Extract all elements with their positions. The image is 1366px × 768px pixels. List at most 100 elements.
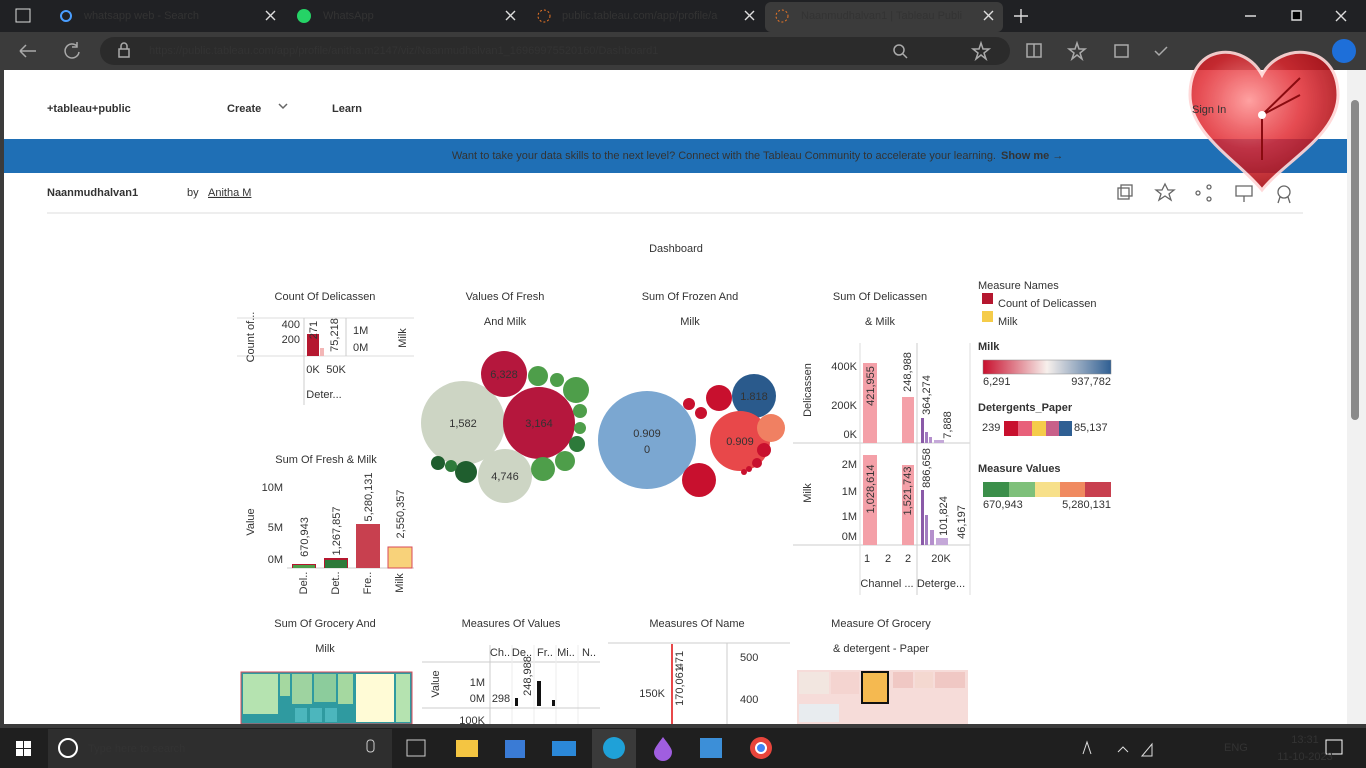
sheet-measures-of-values <box>422 645 600 724</box>
nav-link[interactable]: Learn <box>332 103 362 115</box>
chart-label: 50K <box>326 364 346 376</box>
language: ENG <box>1224 742 1248 754</box>
chart-label: 0 <box>644 444 650 456</box>
chart-label: 0M <box>268 554 283 566</box>
chart-label: Milk <box>394 573 406 593</box>
chart-label: 170,061 <box>674 666 686 706</box>
legend-swatch <box>982 293 993 304</box>
taskbar-search[interactable] <box>48 729 392 768</box>
address-bar[interactable] <box>100 37 1010 65</box>
chart-label: 500 <box>740 652 758 664</box>
chart-label: 10M <box>262 482 283 494</box>
chart-label: 421,955 <box>865 366 877 406</box>
sheet-title: Count Of Delicassen <box>275 291 376 303</box>
chart-label: Deterge... <box>917 578 965 590</box>
tab-title[interactable]: Naanmudhalvan1 | Tableau Publi <box>801 10 962 22</box>
chart-label: 1M <box>842 486 857 498</box>
chart-label: 400 <box>282 319 300 331</box>
chart-label: 1,521,743 <box>902 467 914 516</box>
scrollbar-thumb[interactable] <box>1351 100 1359 420</box>
chart-label: 3,164 <box>525 418 553 430</box>
chart-label: 1M <box>842 511 857 523</box>
viz-name: Naanmudhalvan1 <box>47 187 138 199</box>
chart-label: 5,280,131 <box>363 473 375 522</box>
sheet-title: Measures Of Values <box>462 618 561 630</box>
chart-label: Milk <box>397 328 409 348</box>
chart-label: Delicassen <box>802 363 814 417</box>
sheet-measure-of-grocery-and-detergent-paper <box>797 670 968 724</box>
sheet-sum-of-grocery-and-milk <box>240 671 413 725</box>
web-page <box>4 70 1347 724</box>
chevron <box>278 103 288 110</box>
chart-label: 471 <box>674 651 686 669</box>
sheet-title: & detergent - Paper <box>833 643 929 655</box>
chart-label: 400 <box>740 694 758 706</box>
chart-label: 46,197 <box>956 505 968 539</box>
chart-label: Value <box>430 670 442 697</box>
viz-toolbar[interactable] <box>1117 182 1291 204</box>
taskbar-search-text[interactable]: Type here to search <box>88 743 185 755</box>
tab-close-icons[interactable] <box>265 9 1347 23</box>
chart-label: 2 <box>885 553 891 565</box>
sheet-title: Sum Of Delicassen <box>833 291 927 303</box>
legend-range: 239 <box>982 422 1000 434</box>
chart-label: 670,943 <box>299 517 311 557</box>
legend-range: 5,280,131 <box>1062 499 1111 511</box>
sheet-title: Values Of Fresh <box>466 291 545 303</box>
chart-label: 248,988 <box>902 352 914 392</box>
taskbar-icons[interactable] <box>16 729 1343 768</box>
window-bottom <box>0 724 1366 728</box>
sheet-title: Sum Of Fresh & Milk <box>275 454 377 466</box>
chart-label: 0M <box>353 342 368 354</box>
tab-title[interactable]: public.tableau.com/app/profile/a <box>562 10 718 22</box>
active-tab[interactable] <box>765 2 1003 32</box>
chart-label: 4,746 <box>491 471 519 483</box>
chart-label: 248,988 <box>522 656 534 696</box>
chart-label: 1 <box>864 553 870 565</box>
sign-in[interactable]: Sign In <box>1192 104 1226 116</box>
banner-link[interactable]: Show me → <box>1001 150 1063 162</box>
legend-item: Milk <box>998 316 1018 328</box>
chart-label: Value <box>245 508 257 535</box>
clock-date: 11-10-2023 <box>1277 751 1332 763</box>
chart-label: N.. <box>582 647 596 659</box>
chart-label: 1M <box>470 677 485 689</box>
legend-range: 85,137 <box>1074 422 1108 434</box>
chart-label: 150K <box>639 688 665 700</box>
chart-label: 1,582 <box>449 418 477 430</box>
copilot-icon[interactable] <box>1332 39 1356 63</box>
chart-label: Det.. <box>330 571 342 594</box>
tab-title[interactable]: whatsapp web - Search <box>83 10 199 22</box>
nav-link[interactable]: Create <box>227 103 261 115</box>
sheet-title: Measure Of Grocery <box>831 618 931 630</box>
sheet-title: Measures Of Name <box>649 618 744 630</box>
chart-label: 0M <box>842 531 857 543</box>
nav-icons[interactable] <box>19 40 1168 62</box>
chart-label: Deter... <box>306 389 341 401</box>
author-link[interactable]: Anitha M <box>208 187 251 199</box>
legend-range: 937,782 <box>1071 376 1111 388</box>
url[interactable]: https://public.tableau.com/app/profile/a… <box>149 45 658 57</box>
clock-time: 13:31 <box>1291 734 1319 746</box>
by-label: by <box>187 187 199 199</box>
chart-label: 7,888 <box>942 411 954 439</box>
chart-label: Ch.. <box>490 647 510 659</box>
tab-actions-icon[interactable] <box>15 8 31 23</box>
sheet-title: Milk <box>680 316 700 328</box>
chart-label: 100K <box>459 715 485 727</box>
chart-label: 0.909 <box>633 428 661 440</box>
chart-label: 1.818 <box>740 391 768 403</box>
logo[interactable]: +tableau+public <box>47 103 131 115</box>
chart-label: 1M <box>353 325 368 337</box>
chart-label: 2 <box>905 553 911 565</box>
sheet-sum-of-frozen-and-milk <box>598 374 785 497</box>
window-edge <box>0 70 4 728</box>
tableau-favicon <box>537 9 551 23</box>
chart-label: 0K <box>844 429 858 441</box>
chart-label: 200K <box>831 400 857 412</box>
legend-range: 670,943 <box>983 499 1023 511</box>
tab-title[interactable]: WhatsApp <box>323 10 374 22</box>
chart-label: 200 <box>282 334 300 346</box>
